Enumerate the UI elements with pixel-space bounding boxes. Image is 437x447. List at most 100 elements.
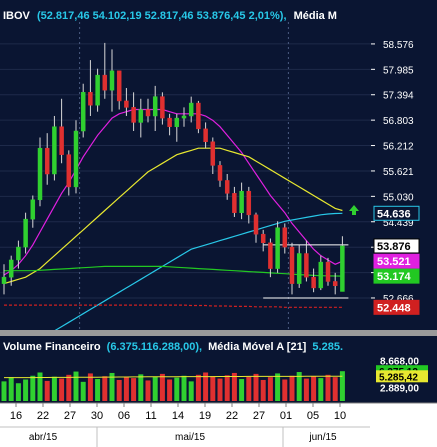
candle [210, 137, 216, 174]
candle [52, 115, 57, 181]
price-tag: 53.876 [373, 238, 420, 254]
candle [102, 42, 108, 99]
candlesticks [1, 42, 345, 295]
candle [73, 120, 79, 194]
day-label: 10 [334, 410, 346, 422]
price-tick-label: 56.803 [383, 116, 414, 127]
month-label: mai/15 [175, 432, 205, 443]
panel-divider [0, 330, 437, 336]
ohlc-values: (52.817,46 54.102,19 52.817,46 53.876,45… [37, 10, 287, 22]
volume-bar [15, 383, 21, 401]
candle [8, 255, 14, 286]
candle [95, 68, 100, 112]
candle [275, 221, 280, 273]
candle [131, 92, 136, 132]
price-panel[interactable] [0, 0, 437, 330]
candle [196, 100, 201, 134]
candle [167, 113, 172, 136]
candle [37, 137, 43, 207]
candle [217, 161, 223, 187]
volume-bar [239, 379, 245, 401]
volume-tag: 5.285,42 [376, 370, 428, 383]
svg-text:53.174: 53.174 [377, 271, 412, 283]
volume-bar [59, 378, 65, 401]
volume-bar [159, 373, 165, 401]
volume-bar [325, 374, 331, 401]
price-tick-label: 58.576 [383, 40, 414, 51]
svg-text:5.285,42: 5.285,42 [379, 372, 418, 383]
candle [268, 238, 273, 278]
volume-bar [123, 377, 129, 401]
day-label: 11 [145, 410, 156, 422]
volume-bar [332, 377, 338, 401]
volume-bar [116, 379, 122, 401]
candle [23, 212, 28, 254]
candle [1, 264, 7, 295]
volume-bar [102, 376, 108, 401]
candle [188, 96, 194, 123]
volume-bar [109, 372, 115, 401]
svg-text:53.876: 53.876 [377, 241, 411, 253]
price-tag: 53.174 [373, 268, 420, 284]
symbol-label: IBOV [3, 10, 31, 22]
volume-bar [1, 381, 7, 401]
price-tick-label: 54.439 [383, 218, 414, 229]
moving-average-2 [3, 147, 343, 285]
volume-ma-value: 5.285. [312, 341, 343, 353]
candle [80, 83, 86, 138]
moving-average-1 [3, 108, 343, 276]
candle [311, 268, 316, 293]
volume-bar [231, 372, 237, 401]
volume-bar [289, 375, 295, 401]
price-tick-label: 52.666 [383, 294, 414, 305]
volume-bar [311, 376, 317, 401]
volume-bar [131, 378, 137, 401]
price-axis-labels: 54.636 53.876 53.521 53.174 52.448 [373, 205, 420, 315]
moving-average-3 [3, 212, 343, 362]
day-label: 22 [37, 410, 49, 422]
volume-bar [224, 375, 230, 401]
candle [224, 174, 230, 200]
day-label: 22 [226, 410, 238, 422]
volume-tick-label: 8.668,00 [380, 356, 419, 367]
volume-bar [44, 380, 50, 401]
volume-header: Volume Financeiro (6.375.116.288,00), Mé… [3, 341, 343, 353]
candle [289, 242, 295, 295]
candle [282, 223, 288, 254]
volume-bar [253, 373, 259, 401]
candle [174, 113, 180, 142]
day-label: 16 [10, 410, 22, 422]
volume-bar [73, 371, 79, 401]
ma-header-label: Média M [294, 10, 337, 22]
candle [116, 70, 122, 110]
candle [203, 122, 208, 149]
price-tick-label: 56.212 [383, 142, 414, 153]
price-tag: 52.448 [373, 299, 420, 315]
price-tick-label: 57.985 [383, 65, 414, 76]
day-label: 27 [64, 410, 76, 422]
volume-bar [23, 379, 29, 401]
price-tag: 53.521 [373, 253, 420, 269]
candle [152, 85, 158, 132]
volume-bar [66, 374, 72, 401]
svg-text:53.521: 53.521 [377, 256, 411, 268]
moving-average-lines [3, 108, 343, 362]
candle [332, 272, 338, 295]
volume-bar [87, 373, 93, 401]
candle [44, 133, 50, 185]
month-label: abr/15 [29, 432, 58, 443]
day-label: 05 [307, 410, 319, 422]
day-label: 19 [199, 410, 211, 422]
volume-bar [296, 372, 302, 401]
month-label: jun/15 [308, 432, 337, 443]
volume-bar [145, 380, 151, 401]
svg-text:54.636: 54.636 [377, 208, 411, 220]
candle [239, 182, 244, 220]
volume-bar [217, 378, 223, 401]
volume-bar [203, 372, 209, 401]
volume-bar [167, 379, 173, 401]
day-label: 01 [280, 410, 292, 422]
volume-bar [152, 376, 158, 401]
chart-header: IBOV (52.817,46 54.102,19 52.817,46 53.8… [3, 10, 337, 22]
